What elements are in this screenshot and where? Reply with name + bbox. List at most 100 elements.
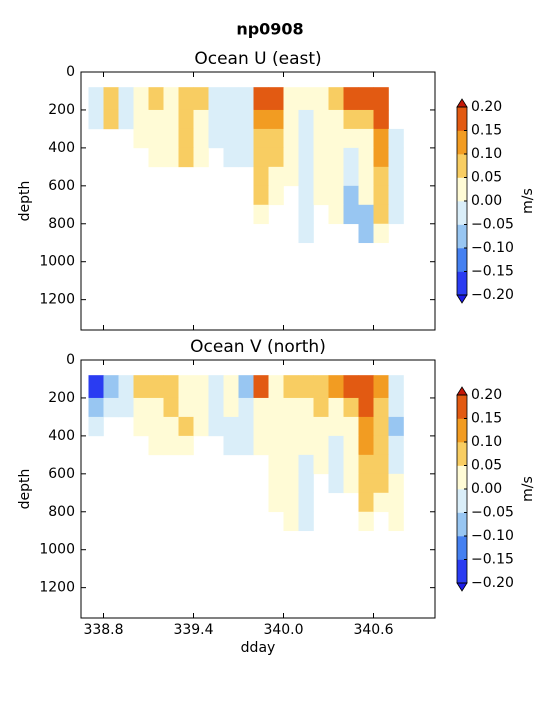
colorbar-tick-label: 0.10 (471, 434, 502, 450)
cell (163, 109, 179, 130)
cell (388, 492, 404, 513)
cell (388, 185, 404, 206)
cell (388, 166, 404, 187)
cell (163, 128, 179, 149)
cell (373, 435, 389, 456)
panel-title: Ocean V (north) (190, 337, 326, 357)
cell (373, 204, 389, 225)
cell (223, 109, 239, 130)
cell (283, 166, 299, 187)
cell (133, 87, 149, 111)
cell (343, 109, 359, 130)
cell (298, 511, 314, 532)
colorbar-bin (457, 418, 467, 443)
y-tick-label: 1000 (39, 254, 75, 270)
cell (388, 416, 404, 437)
cell (193, 109, 209, 130)
cell (388, 375, 404, 399)
colorbar-bin (457, 489, 467, 513)
colorbar-tick-label: 0.15 (471, 411, 502, 427)
colorbar-tick-label: 0.00 (471, 193, 502, 209)
colorbar-tick-label: −0.20 (471, 287, 514, 303)
figure-title: np0908 (236, 20, 303, 39)
cell (343, 166, 359, 187)
cell (238, 87, 254, 111)
cell (223, 416, 239, 437)
cell (328, 454, 344, 475)
y-tick-label: 400 (48, 140, 75, 156)
cell (253, 87, 269, 111)
y-tick-label: 0 (66, 64, 75, 80)
panel-title: Ocean U (east) (194, 49, 321, 69)
cell (268, 128, 284, 149)
y-tick-label: 1000 (39, 542, 75, 558)
cell (373, 397, 389, 418)
y-tick-label: 200 (48, 390, 75, 406)
y-tick-label: 800 (48, 216, 75, 232)
cell (178, 375, 194, 399)
cell (358, 223, 374, 244)
colorbar-bin (457, 248, 467, 272)
cell (253, 397, 269, 418)
cell (283, 473, 299, 494)
cell (238, 375, 254, 399)
cell (298, 397, 314, 418)
cell (268, 375, 284, 399)
cell (343, 473, 359, 494)
cell (193, 375, 209, 399)
cell (268, 416, 284, 437)
cell (268, 147, 284, 168)
colorbar-tick-label: 0.20 (471, 99, 502, 115)
cell (208, 87, 224, 111)
cell (268, 492, 284, 513)
y-axis-label: depth (17, 181, 33, 222)
cell (343, 416, 359, 437)
cell (163, 147, 179, 168)
cell (298, 204, 314, 225)
cell (118, 87, 134, 111)
colorbar-bin (457, 465, 467, 490)
cell (313, 166, 329, 187)
cell (238, 147, 254, 168)
cell (358, 416, 374, 437)
cell (298, 223, 314, 244)
colorbar-tick-label: 0.15 (471, 123, 502, 139)
cell (178, 435, 194, 456)
cell (313, 147, 329, 168)
cell (328, 416, 344, 437)
cell (178, 87, 194, 111)
cell (388, 473, 404, 494)
cell (223, 147, 239, 168)
cell (313, 416, 329, 437)
cell (388, 511, 404, 532)
y-tick-label: 0 (66, 352, 75, 368)
cell (373, 375, 389, 399)
cell (223, 397, 239, 418)
cell (208, 416, 224, 437)
cell (373, 128, 389, 149)
cell (373, 223, 389, 244)
cell (358, 166, 374, 187)
cell (373, 185, 389, 206)
cell (253, 204, 269, 225)
cell (298, 416, 314, 437)
cell (298, 87, 314, 111)
cell (343, 87, 359, 111)
cell (268, 109, 284, 130)
cell (313, 185, 329, 206)
colorbar-tick-label: 0.20 (471, 387, 502, 403)
cell (313, 375, 329, 399)
cell (373, 147, 389, 168)
cell (328, 375, 344, 399)
colorbar-label: m/s (520, 476, 536, 502)
cell (253, 128, 269, 149)
cell (253, 185, 269, 206)
cell (373, 473, 389, 494)
cell (328, 473, 344, 494)
cell (358, 128, 374, 149)
colorbar-bin (457, 442, 467, 466)
cell (223, 128, 239, 149)
cell (88, 416, 104, 437)
cell (358, 204, 374, 225)
cell (268, 454, 284, 475)
